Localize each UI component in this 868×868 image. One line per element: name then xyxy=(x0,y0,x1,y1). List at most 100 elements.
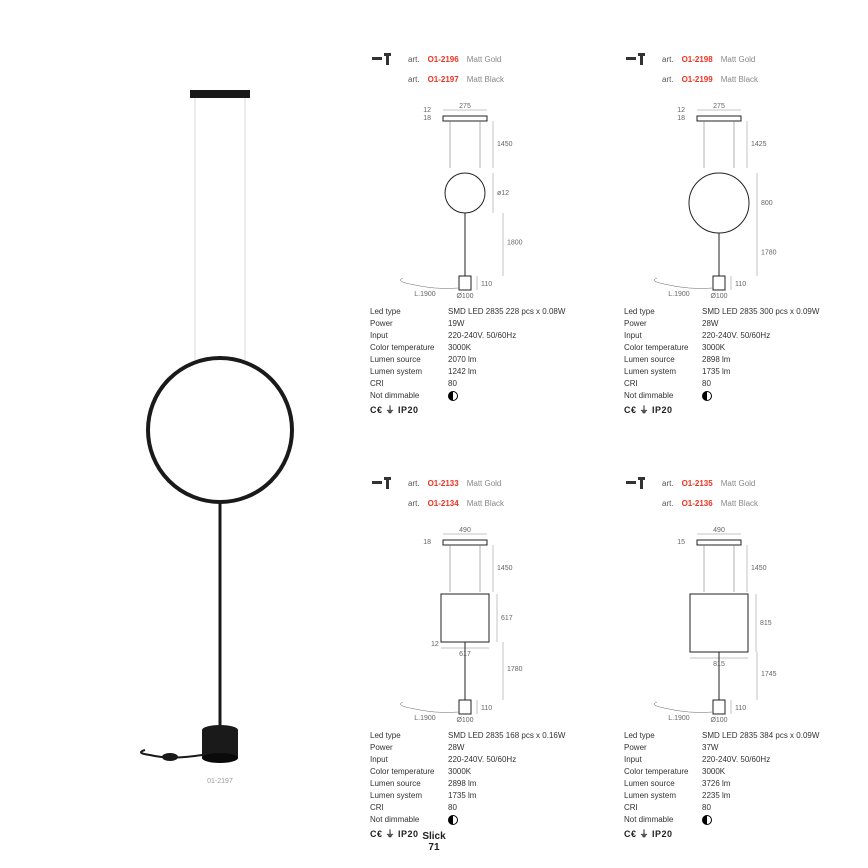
spec-label: Lumen system xyxy=(624,790,702,802)
svg-text:Ø100: Ø100 xyxy=(456,717,473,722)
variant-row: art. O1-2196 Matt Gold xyxy=(370,50,594,68)
art-code: O1-2133 xyxy=(428,479,459,488)
svg-text:ø12: ø12 xyxy=(497,190,509,197)
spec-label: Led type xyxy=(624,306,702,318)
svg-text:1450: 1450 xyxy=(751,565,767,572)
variant-row: art. O1-2199 Matt Black xyxy=(624,70,848,88)
art-label: art. xyxy=(408,479,420,488)
mount-icon xyxy=(370,50,400,68)
svg-text:12: 12 xyxy=(431,641,439,648)
svg-text:1780: 1780 xyxy=(761,250,777,257)
spec-label: CRI xyxy=(370,378,448,390)
art-finish: Matt Black xyxy=(721,75,758,84)
spec-value: SMD LED 2835 300 pcs x 0.09W xyxy=(702,306,819,318)
mount-icon xyxy=(624,50,654,68)
art-code: O1-2134 xyxy=(428,499,459,508)
spec-value: 80 xyxy=(448,378,457,390)
art-finish: Matt Black xyxy=(467,75,504,84)
spec-label: Not dimmable xyxy=(624,814,702,826)
spec-value: 3000K xyxy=(448,342,471,354)
art-code: O1-2135 xyxy=(682,479,713,488)
svg-text:800: 800 xyxy=(761,200,773,207)
art-finish: Matt Gold xyxy=(721,55,756,64)
spec-value: 1242 lm xyxy=(448,366,476,378)
cert-badges: C€ ⏚ IP20 xyxy=(370,828,594,842)
spec-label: Led type xyxy=(370,730,448,742)
art-code: O1-2136 xyxy=(682,499,713,508)
product-photo-column: 01-2197 xyxy=(0,0,360,868)
page-footer: Slick 71 xyxy=(422,831,445,853)
art-label: art. xyxy=(662,55,674,64)
spec-label: Color temperature xyxy=(370,766,448,778)
dimmable-icon xyxy=(702,390,712,402)
spec-value: 220-240V. 50/60Hz xyxy=(448,754,516,766)
product-cell: art. O1-2198 Matt Gold art. O1-2199 Matt… xyxy=(624,50,848,444)
svg-text:L.1900: L.1900 xyxy=(414,715,436,722)
art-finish: Matt Black xyxy=(467,499,504,508)
art-label: art. xyxy=(408,499,420,508)
product-cell: art. O1-2133 Matt Gold art. O1-2134 Matt… xyxy=(370,474,594,868)
spec-value: 2898 lm xyxy=(702,354,730,366)
svg-text:1450: 1450 xyxy=(497,565,513,572)
svg-text:12: 12 xyxy=(423,107,431,114)
art-label: art. xyxy=(662,479,674,488)
svg-text:1425: 1425 xyxy=(751,141,767,148)
variant-row: art. O1-2135 Matt Gold xyxy=(624,474,848,492)
svg-text:18: 18 xyxy=(677,115,685,122)
spec-table: Led typeSMD LED 2835 228 pcs x 0.08W Pow… xyxy=(370,306,594,418)
spec-label: Led type xyxy=(370,306,448,318)
dimmable-icon xyxy=(448,814,458,826)
svg-text:1800: 1800 xyxy=(507,240,523,247)
mount-icon xyxy=(370,70,400,88)
spec-value: 80 xyxy=(702,802,711,814)
variant-row: art. O1-2198 Matt Gold xyxy=(624,50,848,68)
spec-value: 2070 lm xyxy=(448,354,476,366)
product-photo: 01-2197 xyxy=(140,90,300,770)
svg-text:1450: 1450 xyxy=(497,141,513,148)
svg-text:275: 275 xyxy=(459,103,471,110)
svg-text:18: 18 xyxy=(423,115,431,122)
spec-value: SMD LED 2835 228 pcs x 0.08W xyxy=(448,306,565,318)
spec-label: Input xyxy=(624,754,702,766)
svg-text:815: 815 xyxy=(760,620,772,627)
variant-row: art. O1-2133 Matt Gold xyxy=(370,474,594,492)
variant-row: art. O1-2136 Matt Black xyxy=(624,494,848,512)
mount-icon xyxy=(370,494,400,512)
svg-text:Ø100: Ø100 xyxy=(710,717,727,722)
spec-value: 220-240V. 50/60Hz xyxy=(448,330,516,342)
spec-value: 80 xyxy=(448,802,457,814)
product-cell: art. O1-2135 Matt Gold art. O1-2136 Matt… xyxy=(624,474,848,868)
art-code: O1-2197 xyxy=(428,75,459,84)
spec-value: 2235 lm xyxy=(702,790,730,802)
technical-diagram: 490 18 1450 617 617 12 1780 Ø100 110 L.1… xyxy=(370,522,594,722)
svg-text:110: 110 xyxy=(481,281,492,288)
spec-value: 2898 lm xyxy=(448,778,476,790)
art-label: art. xyxy=(408,75,420,84)
art-code: O1-2198 xyxy=(682,55,713,64)
spec-label: Not dimmable xyxy=(370,814,448,826)
spec-value: 1735 lm xyxy=(448,790,476,802)
svg-text:1745: 1745 xyxy=(761,671,777,678)
spec-value: 28W xyxy=(702,318,718,330)
art-finish: Matt Black xyxy=(721,499,758,508)
spec-table: Led typeSMD LED 2835 384 pcs x 0.09W Pow… xyxy=(624,730,848,842)
svg-text:L.1900: L.1900 xyxy=(668,715,690,722)
svg-text:Ø100: Ø100 xyxy=(456,293,473,298)
spec-table: Led typeSMD LED 2835 168 pcs x 0.16W Pow… xyxy=(370,730,594,842)
svg-text:Ø100: Ø100 xyxy=(710,293,727,298)
spec-value: 1735 lm xyxy=(702,366,730,378)
cert-badges: C€ ⏚ IP20 xyxy=(370,404,594,418)
svg-text:110: 110 xyxy=(735,705,746,712)
art-label: art. xyxy=(408,55,420,64)
mount-icon xyxy=(624,494,654,512)
spec-label: CRI xyxy=(624,378,702,390)
spec-label: Input xyxy=(624,330,702,342)
svg-text:110: 110 xyxy=(481,705,492,712)
svg-text:12: 12 xyxy=(677,107,685,114)
spec-value: 220-240V. 50/60Hz xyxy=(702,330,770,342)
spec-label: Input xyxy=(370,754,448,766)
collection-name: Slick xyxy=(422,831,445,842)
technical-diagram: 490 15 1450 815 815 1745 Ø100 110 L.1900 xyxy=(624,522,848,722)
art-finish: Matt Gold xyxy=(467,55,502,64)
spec-value: 3000K xyxy=(702,342,725,354)
